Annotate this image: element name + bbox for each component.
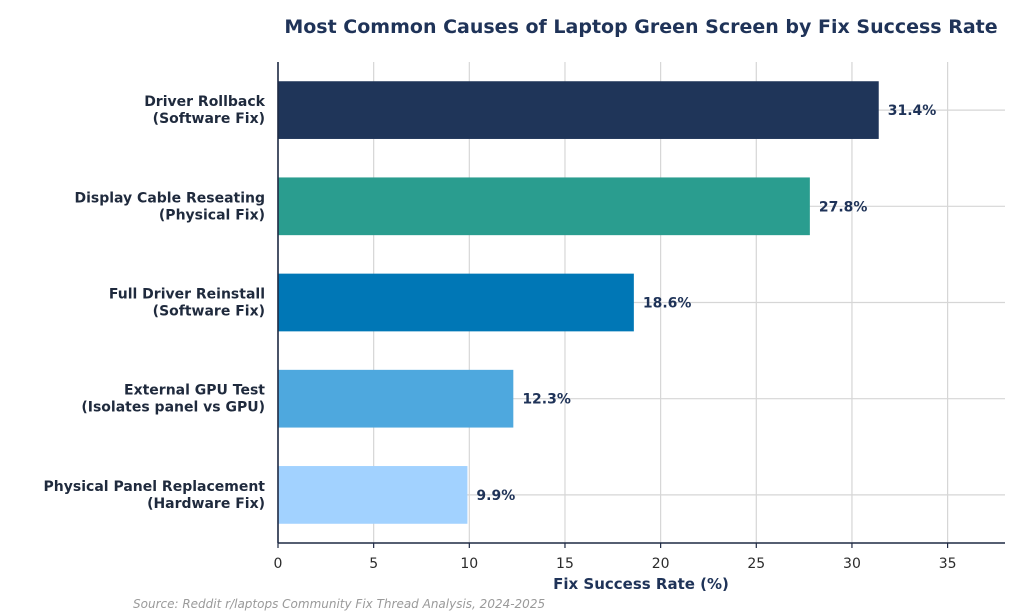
x-axis-label: Fix Success Rate (%) (553, 575, 729, 593)
category-label-0: Driver Rollback (Software Fix) (144, 94, 265, 127)
x-tick-label-5: 25 (747, 556, 765, 572)
x-tick-label-7: 35 (939, 556, 957, 572)
axes (277, 62, 1005, 548)
bars (278, 81, 879, 524)
bar-2 (278, 273, 634, 332)
source-note: Source: Reddit r/laptops Community Fix T… (133, 597, 545, 611)
x-tick-label-4: 20 (652, 556, 670, 572)
bar-4 (278, 466, 468, 524)
x-tick-label-3: 15 (556, 556, 574, 572)
category-label-2: Full Driver Reinstall (Software Fix) (109, 287, 265, 320)
category-labels: Driver Rollback (Software Fix) Display Cab… (44, 94, 266, 512)
data-label-1: 27.8% (819, 199, 868, 215)
data-labels: 31.4% 27.8% 18.6% 12.3% 9.9% (476, 103, 936, 504)
category-label-1: Display Cable Reseating (Physical Fix) (74, 190, 265, 223)
x-tick-labels: 0 5 10 15 20 25 30 35 (274, 556, 957, 572)
chart-title: Most Common Causes of Laptop Green Scree… (284, 16, 997, 38)
bar-1 (278, 177, 810, 236)
data-label-2: 18.6% (643, 296, 692, 312)
bar-0 (278, 81, 879, 139)
category-label-3: External GPU Test (Isolates panel vs GPU) (81, 383, 265, 416)
bar-3 (278, 369, 514, 428)
data-label-0: 31.4% (888, 103, 937, 119)
x-tick-label-6: 30 (843, 556, 861, 572)
x-tick-label-1: 5 (369, 556, 378, 572)
category-label-4: Physical Panel Replacement (Hardware Fix) (44, 479, 266, 512)
x-tick-label-0: 0 (274, 556, 283, 572)
x-tick-label-2: 10 (460, 556, 478, 572)
data-label-4: 9.9% (476, 488, 515, 504)
data-label-3: 12.3% (522, 392, 571, 408)
